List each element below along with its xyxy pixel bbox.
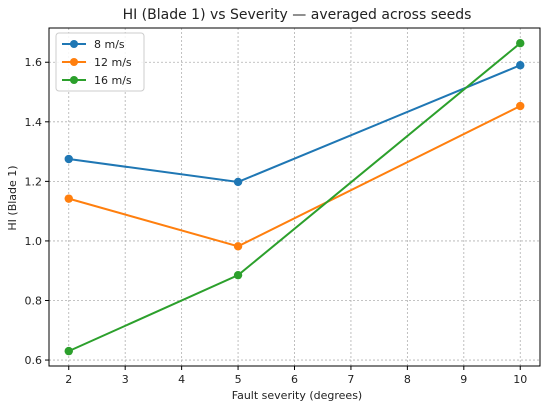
legend-item: 12 m/s	[62, 56, 132, 69]
x-tick-label: 9	[460, 373, 467, 386]
legend-marker	[70, 76, 78, 84]
x-tick-label: 3	[122, 373, 129, 386]
y-tick-label: 1.0	[25, 235, 43, 248]
data-point	[516, 101, 525, 111]
x-tick-label: 4	[178, 373, 185, 386]
legend-marker	[70, 58, 78, 66]
series-1	[64, 101, 525, 251]
series-0	[64, 61, 525, 187]
y-axis-title: HI (Blade 1)	[6, 165, 19, 230]
legend-label: 12 m/s	[94, 56, 132, 69]
x-tick-label: 7	[347, 373, 354, 386]
y-tick-label: 0.6	[25, 354, 43, 367]
data-point	[516, 61, 525, 70]
x-tick-label: 8	[404, 373, 411, 386]
data-point	[233, 177, 243, 187]
series-group	[64, 38, 525, 356]
y-axis-ticks: 0.6 0.8 1.0 1.2 1.4 1.6	[25, 56, 49, 367]
series-2	[64, 38, 525, 356]
x-axis-title: Fault severity (degrees)	[232, 389, 362, 402]
chart-title: HI (Blade 1) vs Severity — averaged acro…	[123, 7, 472, 23]
legend-item: 16 m/s	[62, 74, 132, 87]
x-tick-label: 5	[235, 373, 242, 386]
data-point	[233, 270, 243, 280]
x-tick-label: 2	[65, 373, 72, 386]
data-point	[233, 242, 243, 251]
legend-item: 8 m/s	[62, 38, 125, 51]
y-tick-label: 1.2	[25, 175, 43, 188]
legend-label: 16 m/s	[94, 74, 132, 87]
y-tick-label: 0.8	[25, 294, 43, 307]
data-point	[64, 346, 73, 356]
legend-label: 8 m/s	[94, 38, 125, 51]
legend: 8 m/s 12 m/s 16 m/s	[55, 32, 145, 92]
grid	[49, 28, 540, 366]
x-axis-ticks: 2 3 4 5 6 7 8 9 10	[65, 366, 527, 386]
y-tick-label: 1.6	[25, 56, 43, 69]
data-point	[516, 38, 525, 48]
data-point	[64, 194, 73, 203]
legend-marker	[70, 40, 78, 48]
x-tick-label: 10	[513, 373, 527, 386]
x-tick-label: 6	[291, 373, 298, 386]
legend-box	[55, 32, 145, 92]
data-point	[64, 154, 73, 164]
y-tick-label: 1.4	[25, 116, 43, 129]
